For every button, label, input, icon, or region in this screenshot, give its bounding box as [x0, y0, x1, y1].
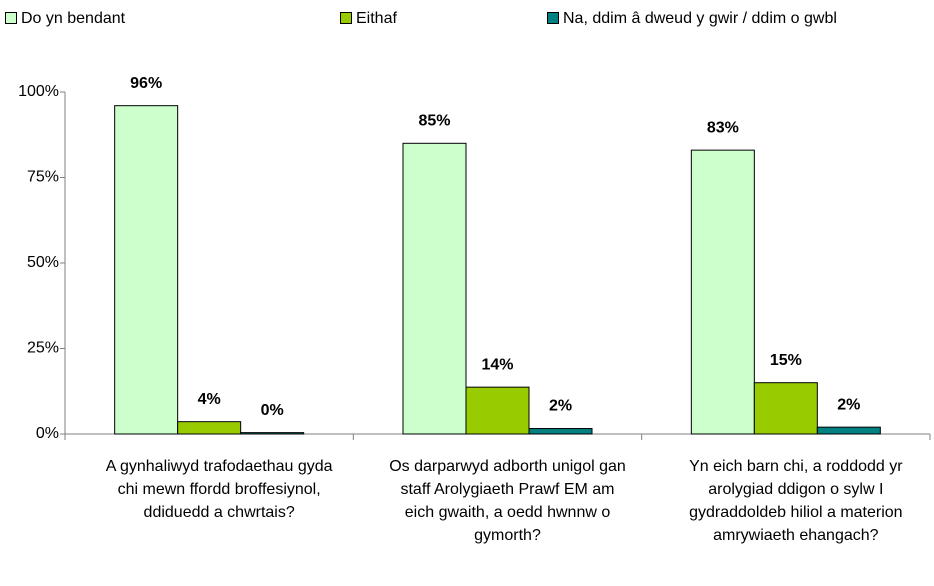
y-tick-label: 75%: [27, 169, 59, 186]
legend-label: Na, ddim â dweud y gwir / ddim o gwbl: [563, 10, 837, 27]
value-label: 4%: [198, 391, 221, 408]
y-tick-label: 50%: [27, 254, 59, 271]
legend-label: Eithaf: [356, 10, 397, 27]
x-tick-label: Yn eich barn chi, a roddodd yr arolygiad…: [689, 458, 903, 544]
value-label: 2%: [549, 398, 572, 415]
value-label: 15%: [770, 352, 802, 369]
bar: [402, 142, 467, 435]
bar: [465, 386, 530, 435]
value-label: 2%: [837, 396, 860, 413]
value-label: 83%: [707, 119, 739, 136]
bar: [690, 149, 755, 435]
legend-swatch: [340, 12, 352, 24]
y-tick-label: 100%: [18, 83, 59, 100]
value-label: 14%: [481, 356, 513, 373]
bar: [240, 432, 305, 435]
y-tick-label: 25%: [27, 340, 59, 357]
bar: [114, 105, 179, 435]
legend-swatch: [5, 12, 17, 24]
value-label: 96%: [130, 75, 162, 92]
bar: [528, 428, 593, 435]
y-tick-label: 0%: [36, 425, 59, 442]
bar: [816, 426, 881, 435]
legend-label: Do yn bendant: [21, 10, 126, 27]
bar: [753, 382, 818, 435]
x-tick-label: A gynhaliwyd trafodaethau gyda chi mewn …: [105, 458, 333, 521]
value-label: 85%: [418, 113, 450, 130]
x-tick-label: Os darparwyd adborth unigol gan staff Ar…: [389, 458, 626, 544]
value-label: 0%: [261, 402, 284, 419]
bar: [177, 421, 242, 435]
legend-swatch: [547, 12, 559, 24]
